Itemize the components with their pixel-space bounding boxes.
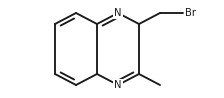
Text: N: N (114, 8, 122, 18)
Text: Br: Br (185, 8, 196, 18)
Text: N: N (114, 80, 122, 90)
